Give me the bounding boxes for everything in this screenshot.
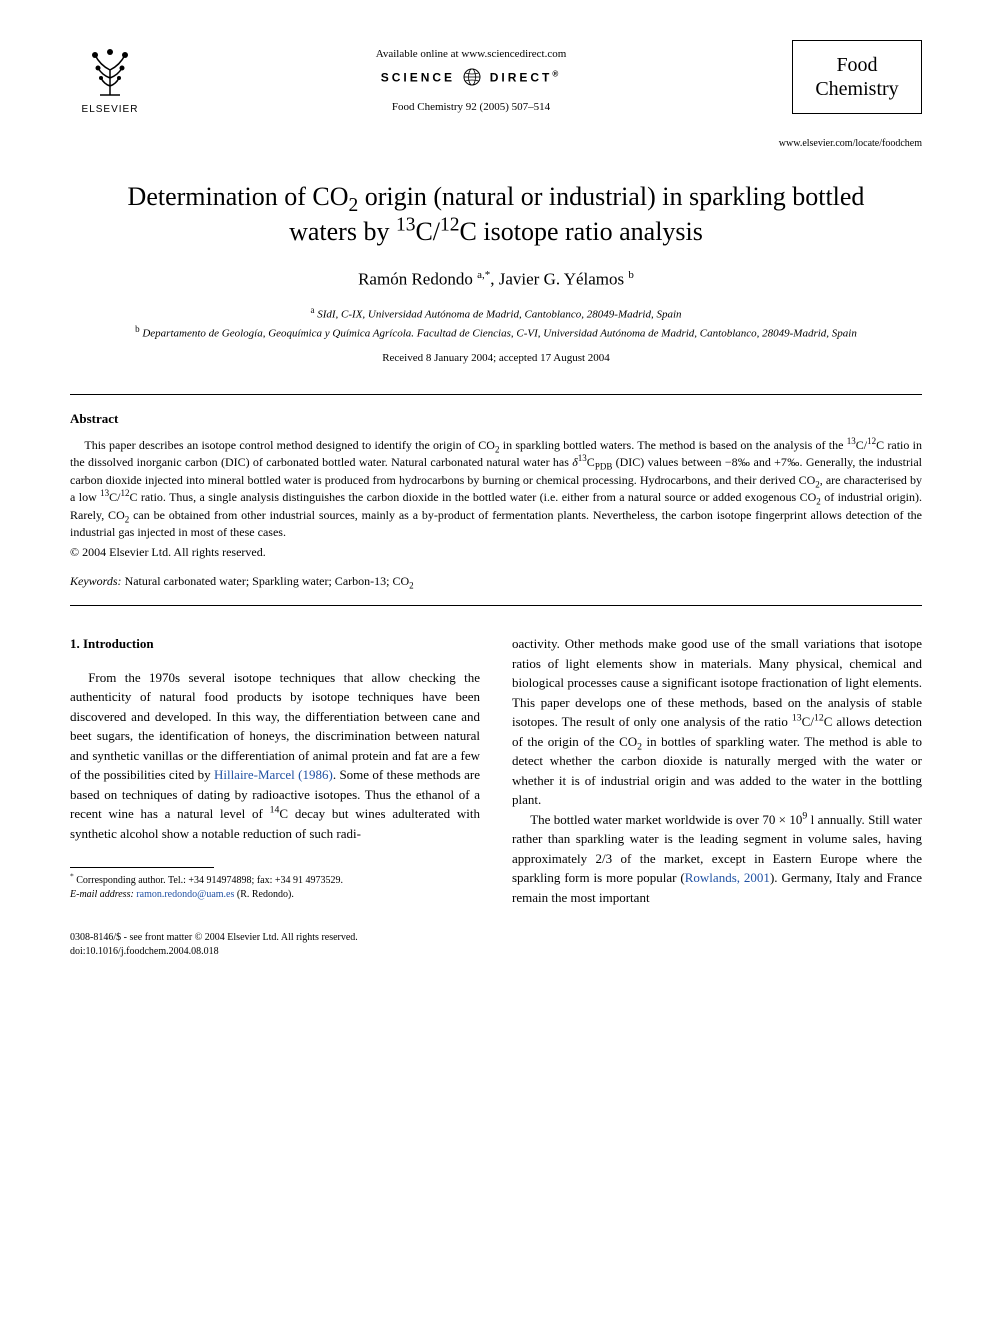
journal-title-box: Food Chemistry (792, 40, 922, 114)
available-online-text: Available online at www.sciencedirect.co… (150, 48, 792, 60)
publisher-logo: ELSEVIER (70, 40, 150, 130)
affiliation-b: b Departamento de Geología, Geoquímica y… (70, 323, 922, 342)
section-1-heading: 1. Introduction (70, 634, 480, 654)
affil-text-a: SIdI, C-IX, Universidad Autónoma de Madr… (317, 309, 681, 321)
sciencedirect-logo: SCIENCE DIRECT® (150, 66, 792, 91)
footnote-corresponding-text: Corresponding author. Tel.: +34 91497489… (76, 875, 343, 886)
citation-rowlands[interactable]: Rowlands, 2001 (685, 870, 770, 885)
affiliation-a: a SIdI, C-IX, Universidad Autónoma de Ma… (70, 304, 922, 323)
intro-text-1a: From the 1970s several isotope technique… (70, 670, 480, 783)
affil-text-b: Departamento de Geología, Geoquímica y Q… (142, 328, 857, 340)
page-footer: 0308-8146/$ - see front matter © 2004 El… (70, 931, 922, 959)
journal-url: www.elsevier.com/locate/foodchem (70, 138, 922, 149)
keywords-label: Keywords: (70, 574, 122, 588)
journal-title-line1: Food (809, 53, 905, 77)
abstract-body: This paper describes an isotope control … (70, 437, 922, 541)
footer-line1: 0308-8146/$ - see front matter © 2004 El… (70, 931, 922, 945)
email-person: (R. Redondo). (237, 889, 294, 900)
journal-box-wrapper: Food Chemistry (792, 40, 922, 114)
authors-line: Ramón Redondo a,*, Javier G. Yélamos b (70, 269, 922, 290)
intro-para-1-right: oactivity. Other methods make good use o… (512, 634, 922, 810)
sciencedirect-word2: DIRECT (490, 71, 553, 85)
sciencedirect-word1: SCIENCE (381, 71, 455, 85)
abstract-copyright: © 2004 Elsevier Ltd. All rights reserved… (70, 545, 922, 560)
intro-para-1-left: From the 1970s several isotope technique… (70, 668, 480, 844)
publisher-name: ELSEVIER (82, 104, 139, 115)
footnote-line1: * Corresponding author. Tel.: +34 914974… (70, 874, 480, 888)
citation-line: Food Chemistry 92 (2005) 507–514 (150, 101, 792, 113)
affil-mark-b: b (135, 324, 140, 334)
citation-hillaire[interactable]: Hillaire-Marcel (1986) (214, 767, 333, 782)
divider-bottom (70, 605, 922, 606)
footnote-line2: E-mail address: ramon.redondo@uam.es (R.… (70, 888, 480, 902)
author-1-marks: a,* (477, 269, 490, 281)
received-accepted-dates: Received 8 January 2004; accepted 17 Aug… (70, 352, 922, 364)
body-two-column: 1. Introduction From the 1970s several i… (70, 634, 922, 907)
column-right: oactivity. Other methods make good use o… (512, 634, 922, 907)
header-center: Available online at www.sciencedirect.co… (150, 40, 792, 113)
abstract-heading: Abstract (70, 411, 922, 427)
keywords-text: Natural carbonated water; Sparkling wate… (125, 574, 414, 588)
footer-line2: doi:10.1016/j.foodchem.2004.08.018 (70, 945, 922, 959)
column-left: 1. Introduction From the 1970s several i… (70, 634, 480, 907)
page-header: ELSEVIER Available online at www.science… (70, 40, 922, 130)
keywords-line: Keywords: Natural carbonated water; Spar… (70, 574, 922, 589)
journal-title-line2: Chemistry (809, 77, 905, 101)
intro-para-2: The bottled water market worldwide is ov… (512, 810, 922, 908)
footnote-divider (70, 867, 214, 868)
author-2: Javier G. Yélamos (499, 270, 624, 289)
affiliations: a SIdI, C-IX, Universidad Autónoma de Ma… (70, 304, 922, 342)
email-label: E-mail address: (70, 889, 134, 900)
paper-title: Determination of CO2 origin (natural or … (110, 179, 882, 249)
affil-mark-a: a (310, 305, 314, 315)
sciencedirect-globe-icon (461, 66, 483, 91)
author-2-marks: b (628, 269, 634, 281)
elsevier-tree-icon (80, 40, 140, 100)
author-1: Ramón Redondo (358, 270, 473, 289)
divider-top (70, 394, 922, 395)
corresponding-email[interactable]: ramon.redondo@uam.es (136, 889, 234, 900)
corresponding-footnote: * Corresponding author. Tel.: +34 914974… (70, 874, 480, 902)
